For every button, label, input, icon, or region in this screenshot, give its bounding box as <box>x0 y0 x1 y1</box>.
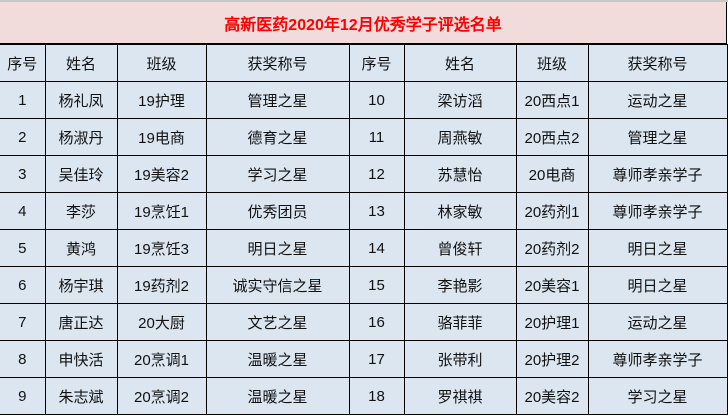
cell-award[interactable]: 温暖之星 <box>205 377 350 415</box>
cell-award[interactable]: 明日之星 <box>587 266 728 304</box>
cell-award[interactable]: 运动之星 <box>587 303 728 341</box>
cell-name[interactable]: 张带利 <box>403 340 517 378</box>
cell-name[interactable]: 朱志斌 <box>44 377 118 415</box>
cell-award[interactable]: 诚实守信之星 <box>205 266 350 304</box>
cell-class[interactable]: 20美容1 <box>515 266 589 304</box>
cell-seq[interactable]: 13 <box>348 192 405 230</box>
cell-seq[interactable]: 1 <box>0 81 46 119</box>
table-row: 9 朱志斌 20烹调2 温暖之星 18 罗祺祺 20美容2 学习之星 <box>0 377 728 415</box>
cell-seq[interactable]: 2 <box>0 118 46 156</box>
header-award[interactable]: 获奖称号 <box>587 44 728 82</box>
header-row: 序号 姓名 班级 获奖称号 序号 姓名 班级 获奖称号 <box>0 44 728 82</box>
cell-award[interactable]: 学习之星 <box>205 155 350 193</box>
cell-award[interactable]: 学习之星 <box>587 377 728 415</box>
cell-class[interactable]: 20西点2 <box>515 118 589 156</box>
cell-award[interactable]: 优秀团员 <box>205 192 350 230</box>
header-class[interactable]: 班级 <box>116 44 207 82</box>
sheet-title: 高新医药2020年12月优秀学子评选名单 <box>0 2 727 44</box>
cell-seq[interactable]: 4 <box>0 192 46 230</box>
cell-seq[interactable]: 5 <box>0 229 46 267</box>
cell-class[interactable]: 19美容2 <box>116 155 207 193</box>
cell-seq[interactable]: 6 <box>0 266 46 304</box>
cell-class[interactable]: 20烹调1 <box>116 340 207 378</box>
cell-class[interactable]: 20护理1 <box>515 303 589 341</box>
cell-class[interactable]: 19药剂2 <box>116 266 207 304</box>
table-row: 8 申快活 20烹调1 温暖之星 17 张带利 20护理2 尊师孝亲学子 <box>0 340 728 378</box>
cell-award[interactable]: 明日之星 <box>587 229 728 267</box>
cell-award[interactable]: 温暖之星 <box>205 340 350 378</box>
cell-class[interactable]: 20药剂2 <box>515 229 589 267</box>
cell-name[interactable]: 杨礼凤 <box>44 81 118 119</box>
table-row: 6 杨宇琪 19药剂2 诚实守信之星 15 李艳影 20美容1 明日之星 <box>0 266 728 304</box>
cell-seq[interactable]: 9 <box>0 377 46 415</box>
cell-award[interactable]: 德育之星 <box>205 118 350 156</box>
header-award[interactable]: 获奖称号 <box>205 44 350 82</box>
cell-class[interactable]: 19烹饪3 <box>116 229 207 267</box>
cell-name[interactable]: 杨宇琪 <box>44 266 118 304</box>
cell-class[interactable]: 20护理2 <box>515 340 589 378</box>
table-row: 3 吴佳玲 19美容2 学习之星 12 苏慧怡 20电商 尊师孝亲学子 <box>0 155 728 193</box>
cell-class[interactable]: 19烹饪1 <box>116 192 207 230</box>
cell-class[interactable]: 20电商 <box>515 155 589 193</box>
header-name[interactable]: 姓名 <box>44 44 118 82</box>
table-row: 2 杨淑丹 19电商 德育之星 11 周燕敏 20西点2 管理之星 <box>0 118 728 156</box>
cell-class[interactable]: 20美容2 <box>515 377 589 415</box>
cell-seq[interactable]: 18 <box>348 377 405 415</box>
cell-seq[interactable]: 10 <box>348 81 405 119</box>
cell-name[interactable]: 罗祺祺 <box>403 377 517 415</box>
cell-award[interactable]: 运动之星 <box>587 81 728 119</box>
cell-award[interactable]: 明日之星 <box>205 229 350 267</box>
cell-name[interactable]: 李艳影 <box>403 266 517 304</box>
cell-seq[interactable]: 11 <box>348 118 405 156</box>
cell-seq[interactable]: 16 <box>348 303 405 341</box>
cell-name[interactable]: 吴佳玲 <box>44 155 118 193</box>
cell-name[interactable]: 林家敏 <box>403 192 517 230</box>
table-row: 5 黄鸿 19烹饪3 明日之星 14 曾俊轩 20药剂2 明日之星 <box>0 229 728 267</box>
cell-seq[interactable]: 17 <box>348 340 405 378</box>
header-seq[interactable]: 序号 <box>348 44 405 82</box>
cell-name[interactable]: 苏慧怡 <box>403 155 517 193</box>
award-table: 序号 姓名 班级 获奖称号 序号 姓名 班级 获奖称号 1 杨礼凤 19护理 管理之星 10 梁访滔 20… <box>0 44 728 415</box>
cell-class[interactable]: 19护理 <box>116 81 207 119</box>
cell-name[interactable]: 黄鸿 <box>44 229 118 267</box>
cell-class[interactable]: 20西点1 <box>515 81 589 119</box>
cell-award[interactable]: 尊师孝亲学子 <box>587 155 728 193</box>
cell-class[interactable]: 19电商 <box>116 118 207 156</box>
cell-class[interactable]: 20药剂1 <box>515 192 589 230</box>
cell-name[interactable]: 申快活 <box>44 340 118 378</box>
table-row: 1 杨礼凤 19护理 管理之星 10 梁访滔 20西点1 运动之星 <box>0 81 728 119</box>
cell-name[interactable]: 李莎 <box>44 192 118 230</box>
cell-award[interactable]: 尊师孝亲学子 <box>587 340 728 378</box>
cell-name[interactable]: 杨淑丹 <box>44 118 118 156</box>
header-name[interactable]: 姓名 <box>403 44 517 82</box>
table-row: 7 唐正达 20大厨 文艺之星 16 骆菲菲 20护理1 运动之星 <box>0 303 728 341</box>
cell-name[interactable]: 梁访滔 <box>403 81 517 119</box>
cell-class[interactable]: 20大厨 <box>116 303 207 341</box>
cell-name[interactable]: 周燕敏 <box>403 118 517 156</box>
cell-name[interactable]: 骆菲菲 <box>403 303 517 341</box>
cell-seq[interactable]: 8 <box>0 340 46 378</box>
cell-award[interactable]: 管理之星 <box>205 81 350 119</box>
cell-award[interactable]: 尊师孝亲学子 <box>587 192 728 230</box>
table-row: 4 李莎 19烹饪1 优秀团员 13 林家敏 20药剂1 尊师孝亲学子 <box>0 192 728 230</box>
cell-award[interactable]: 文艺之星 <box>205 303 350 341</box>
cell-seq[interactable]: 3 <box>0 155 46 193</box>
header-seq[interactable]: 序号 <box>0 44 46 82</box>
cell-seq[interactable]: 14 <box>348 229 405 267</box>
cell-name[interactable]: 曾俊轩 <box>403 229 517 267</box>
cell-name[interactable]: 唐正达 <box>44 303 118 341</box>
cell-seq[interactable]: 15 <box>348 266 405 304</box>
cell-class[interactable]: 20烹调2 <box>116 377 207 415</box>
cell-seq[interactable]: 7 <box>0 303 46 341</box>
cell-award[interactable]: 管理之星 <box>587 118 728 156</box>
cell-seq[interactable]: 12 <box>348 155 405 193</box>
header-class[interactable]: 班级 <box>515 44 589 82</box>
